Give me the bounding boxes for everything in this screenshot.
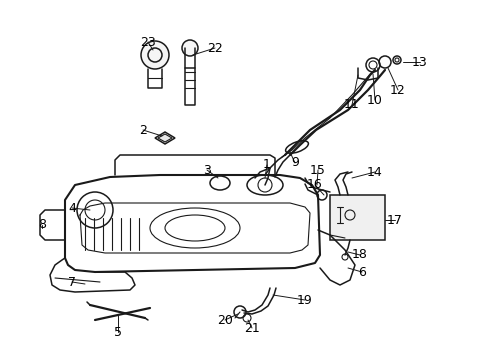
Text: 16: 16 bbox=[306, 179, 322, 192]
Text: 8: 8 bbox=[38, 219, 46, 231]
Text: 9: 9 bbox=[290, 157, 298, 170]
Text: 6: 6 bbox=[357, 266, 365, 279]
Text: 13: 13 bbox=[411, 55, 427, 68]
Text: 15: 15 bbox=[309, 163, 325, 176]
Circle shape bbox=[141, 41, 169, 69]
Text: 1: 1 bbox=[263, 158, 270, 171]
Polygon shape bbox=[155, 132, 175, 144]
Text: 11: 11 bbox=[344, 99, 359, 112]
Text: 10: 10 bbox=[366, 94, 382, 107]
Text: 14: 14 bbox=[366, 166, 382, 179]
Text: 4: 4 bbox=[68, 202, 76, 215]
Text: 22: 22 bbox=[207, 41, 223, 54]
Text: 12: 12 bbox=[389, 84, 405, 96]
Text: 5: 5 bbox=[114, 325, 122, 338]
Text: 17: 17 bbox=[386, 213, 402, 226]
Text: 23: 23 bbox=[140, 36, 156, 49]
Text: 2: 2 bbox=[139, 123, 146, 136]
Bar bbox=[329, 195, 384, 240]
Circle shape bbox=[182, 40, 198, 56]
Text: 20: 20 bbox=[217, 314, 232, 327]
Text: 18: 18 bbox=[351, 248, 367, 261]
Text: 21: 21 bbox=[244, 321, 259, 334]
Text: 7: 7 bbox=[68, 275, 76, 288]
Text: 3: 3 bbox=[203, 163, 210, 176]
Text: 19: 19 bbox=[297, 293, 312, 306]
